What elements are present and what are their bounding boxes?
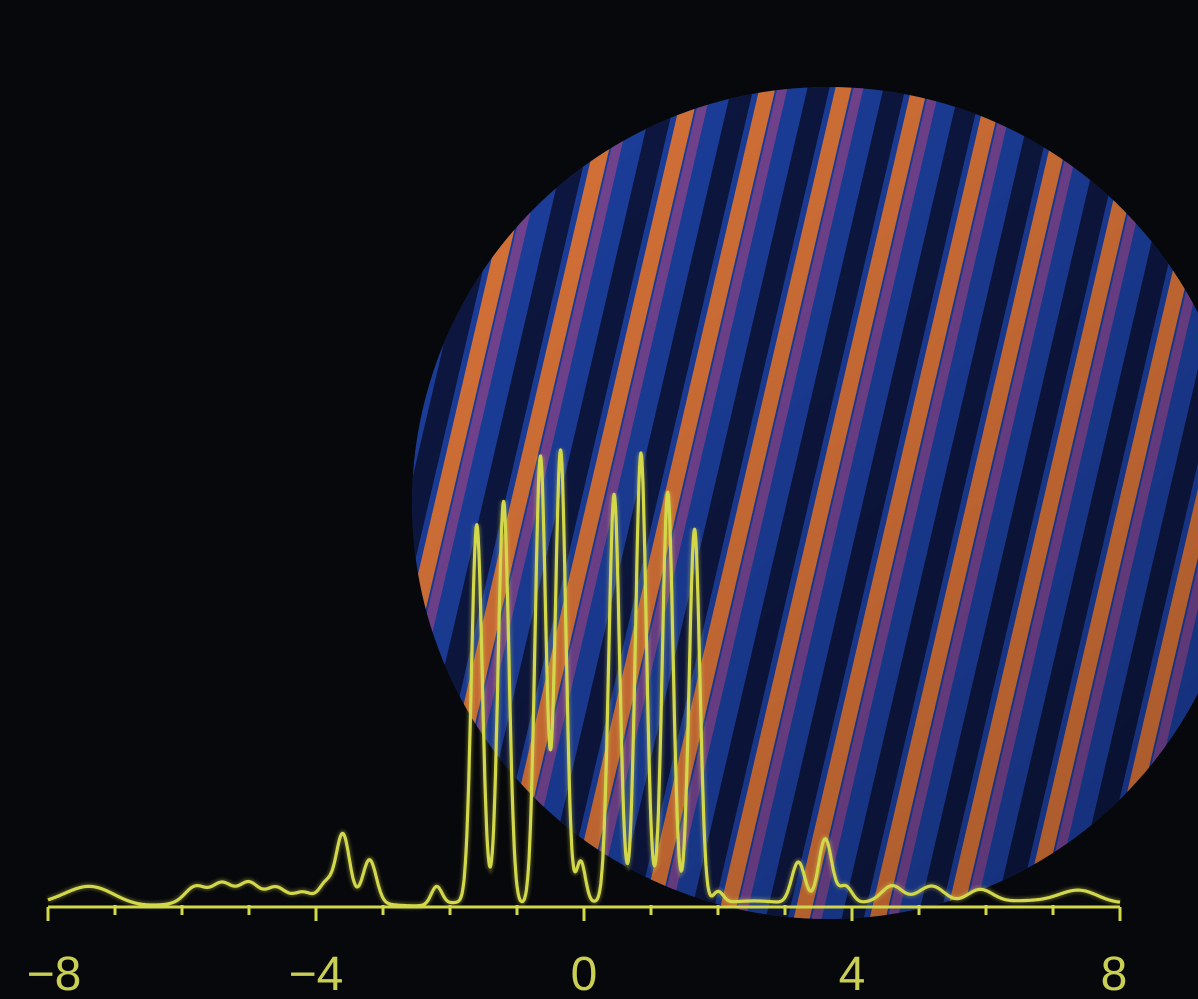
x-tick-label: 8 [1101,948,1128,999]
x-tick-label: 0 [571,948,598,999]
x-tick-label: −4 [289,948,344,999]
x-tick-label: 4 [839,948,866,999]
trace-line [47,448,1121,908]
intensity-trace [46,448,1121,910]
x-tick-label: −8 [27,948,82,999]
x-axis: −8 −4 0 4 8 [27,905,1128,999]
